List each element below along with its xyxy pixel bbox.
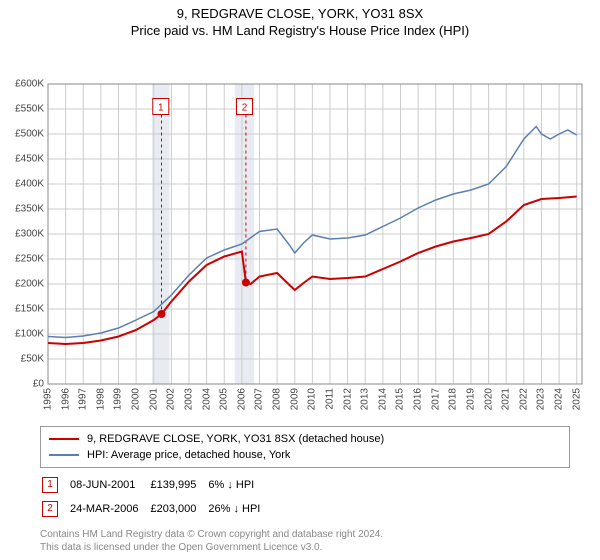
y-tick-label: £600K bbox=[4, 79, 44, 90]
footer-line1: Contains HM Land Registry data © Crown c… bbox=[40, 528, 570, 541]
transaction-row: 1 08-JUN-2001£139,9956% ↓ HPI bbox=[42, 474, 270, 496]
legend: 9, REDGRAVE CLOSE, YORK, YO31 8SX (detac… bbox=[40, 426, 570, 468]
x-tick-label: 2024 bbox=[554, 388, 565, 410]
x-tick-label: 2015 bbox=[395, 388, 406, 410]
x-tick-label: 1996 bbox=[60, 388, 71, 410]
title-block: 9, REDGRAVE CLOSE, YORK, YO31 8SX Price … bbox=[0, 0, 600, 38]
x-tick-label: 1997 bbox=[78, 388, 89, 410]
chart-container: 9, REDGRAVE CLOSE, YORK, YO31 8SX Price … bbox=[0, 0, 600, 554]
x-tick-label: 2020 bbox=[483, 388, 494, 410]
line-chart-svg: 12 bbox=[0, 38, 600, 418]
x-tick-label: 2011 bbox=[324, 388, 335, 410]
x-tick-label: 1999 bbox=[113, 388, 124, 410]
x-tick-label: 2010 bbox=[307, 388, 318, 410]
transaction-price: £139,995 bbox=[150, 474, 206, 496]
transaction-delta: 26% ↓ HPI bbox=[208, 498, 270, 520]
title-line2: Price paid vs. HM Land Registry's House … bbox=[0, 23, 600, 38]
y-tick-label: £0 bbox=[4, 379, 44, 390]
transaction-table: 1 08-JUN-2001£139,9956% ↓ HPI 2 24-MAR-2006… bbox=[40, 472, 272, 522]
x-tick-label: 2008 bbox=[272, 388, 283, 410]
legend-row: 9, REDGRAVE CLOSE, YORK, YO31 8SX (detac… bbox=[49, 431, 561, 447]
footer-attribution: Contains HM Land Registry data © Crown c… bbox=[40, 528, 570, 554]
x-tick-label: 2017 bbox=[430, 388, 441, 410]
x-tick-label: 2021 bbox=[501, 388, 512, 410]
y-tick-label: £200K bbox=[4, 279, 44, 290]
x-tick-label: 2019 bbox=[465, 388, 476, 410]
y-tick-label: £450K bbox=[4, 154, 44, 165]
x-tick-label: 2025 bbox=[571, 388, 582, 410]
x-tick-label: 2012 bbox=[342, 388, 353, 410]
legend-label: HPI: Average price, detached house, York bbox=[87, 449, 290, 461]
y-tick-label: £300K bbox=[4, 229, 44, 240]
transaction-badge: 1 bbox=[42, 477, 58, 493]
footer-line2: This data is licensed under the Open Gov… bbox=[40, 541, 570, 554]
x-tick-label: 2002 bbox=[166, 388, 177, 410]
y-tick-label: £550K bbox=[4, 104, 44, 115]
y-tick-label: £500K bbox=[4, 129, 44, 140]
x-tick-label: 2007 bbox=[254, 388, 265, 410]
x-tick-label: 2013 bbox=[360, 388, 371, 410]
y-tick-label: £50K bbox=[4, 354, 44, 365]
transaction-date: 24-MAR-2006 bbox=[70, 498, 148, 520]
x-tick-label: 2004 bbox=[201, 388, 212, 410]
legend-swatch bbox=[49, 454, 79, 456]
y-tick-label: £250K bbox=[4, 254, 44, 265]
x-tick-label: 2023 bbox=[536, 388, 547, 410]
legend-row: HPI: Average price, detached house, York bbox=[49, 447, 561, 463]
x-tick-label: 2000 bbox=[131, 388, 142, 410]
transaction-badge: 2 bbox=[42, 501, 58, 517]
y-tick-label: £150K bbox=[4, 304, 44, 315]
x-tick-label: 2009 bbox=[289, 388, 300, 410]
y-tick-label: £100K bbox=[4, 329, 44, 340]
y-tick-label: £400K bbox=[4, 179, 44, 190]
x-tick-label: 2005 bbox=[219, 388, 230, 410]
transaction-delta: 6% ↓ HPI bbox=[208, 474, 270, 496]
chart-area: 12 £0£50K£100K£150K£200K£250K£300K£350K£… bbox=[0, 38, 600, 418]
svg-text:1: 1 bbox=[158, 103, 164, 114]
legend-label: 9, REDGRAVE CLOSE, YORK, YO31 8SX (detac… bbox=[87, 433, 384, 445]
x-tick-label: 2014 bbox=[377, 388, 388, 410]
title-line1: 9, REDGRAVE CLOSE, YORK, YO31 8SX bbox=[0, 6, 600, 21]
x-tick-label: 1998 bbox=[95, 388, 106, 410]
y-tick-label: £350K bbox=[4, 204, 44, 215]
x-tick-label: 2016 bbox=[413, 388, 424, 410]
x-tick-label: 1995 bbox=[43, 388, 54, 410]
x-tick-label: 2006 bbox=[236, 388, 247, 410]
x-tick-label: 2022 bbox=[518, 388, 529, 410]
x-tick-label: 2018 bbox=[448, 388, 459, 410]
svg-text:2: 2 bbox=[242, 103, 248, 114]
transaction-row: 2 24-MAR-2006£203,00026% ↓ HPI bbox=[42, 498, 270, 520]
transaction-price: £203,000 bbox=[150, 498, 206, 520]
legend-swatch bbox=[49, 438, 79, 440]
x-tick-label: 2003 bbox=[183, 388, 194, 410]
x-tick-label: 2001 bbox=[148, 388, 159, 410]
transaction-date: 08-JUN-2001 bbox=[70, 474, 148, 496]
